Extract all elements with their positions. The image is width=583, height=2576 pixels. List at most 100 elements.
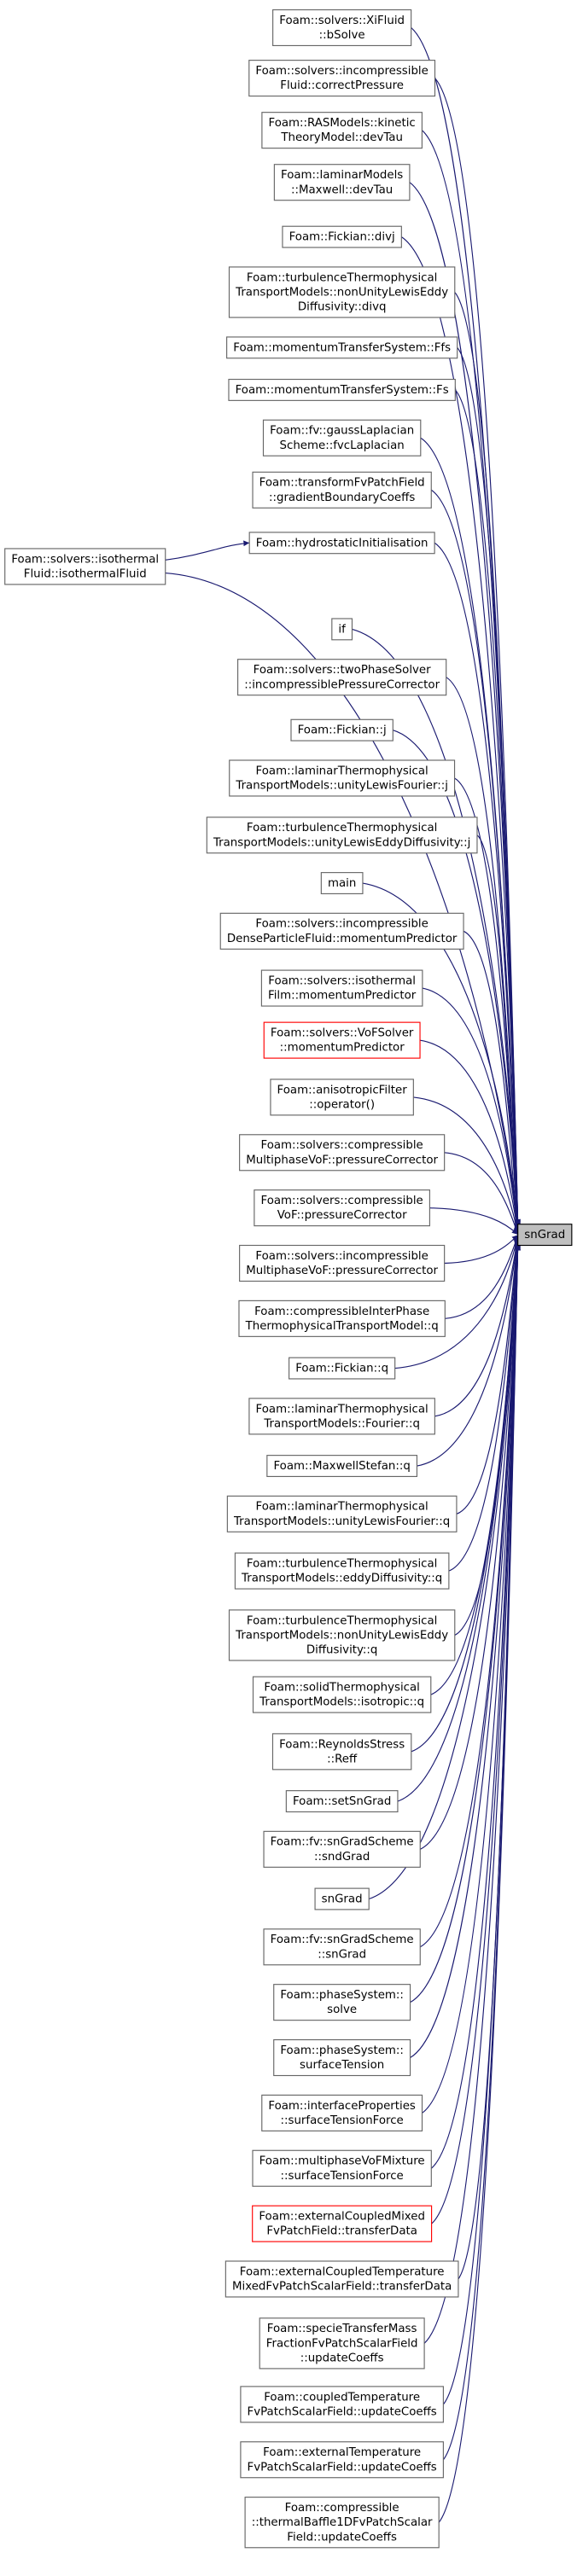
node-label: Foam::solvers::incompressible <box>255 65 428 78</box>
caller-node[interactable]: Foam::fv::snGradScheme::snGrad <box>263 1928 421 1966</box>
caller-node[interactable]: Foam::solvers::compressibleMultiphaseVoF… <box>239 1134 446 1172</box>
node-box <box>244 2497 440 2549</box>
caller-node[interactable]: Foam::transformFvPatchField::gradientBou… <box>252 471 432 509</box>
caller-node[interactable]: Foam::laminarThermophysicalTransportMode… <box>248 1398 435 1435</box>
caller-node[interactable]: Foam::momentumTransferSystem::Fs <box>228 378 456 401</box>
caller-node[interactable]: Foam::multiphaseVoFMixture::surfaceTensi… <box>252 2149 432 2187</box>
caller-node[interactable]: Foam::compressible::thermalBaffle1DFvPat… <box>244 2497 440 2549</box>
caller-node[interactable]: Foam::solvers::VoFSolver::momentumPredic… <box>263 1021 421 1059</box>
caller-node[interactable]: Foam::laminarModels::Maxwell::devTau <box>273 164 411 201</box>
caller-node[interactable]: Foam::laminarThermophysicalTransportMode… <box>226 1495 458 1532</box>
caller-node[interactable]: Foam::phaseSystem::surfaceTension <box>273 2038 411 2077</box>
call-edge <box>165 540 250 561</box>
caller-node[interactable]: if <box>331 618 353 641</box>
node-box <box>224 2260 459 2298</box>
caller-node[interactable]: main <box>320 872 364 894</box>
caller-node[interactable]: Foam::hydrostaticInitialisation <box>248 532 435 555</box>
node-label: Foam::solvers::twoPhaseSolver <box>254 664 431 677</box>
node-box <box>234 1552 450 1590</box>
node-label: VoF::pressureCorrector <box>277 1209 407 1222</box>
source-node[interactable]: Foam::solvers::isothermalFluid::isotherm… <box>4 548 166 585</box>
node-label: main <box>328 877 356 890</box>
node-box <box>314 1887 370 1910</box>
caller-node[interactable]: Foam::externalCoupledTemperatureMixedFvP… <box>224 2260 459 2298</box>
caller-node[interactable]: Foam::externalCoupledMixedFvPatchField::… <box>252 2205 433 2242</box>
caller-node[interactable]: Foam::solvers::incompressibleMultiphaseV… <box>239 1244 446 1282</box>
caller-node[interactable]: snGrad <box>314 1887 370 1910</box>
caller-node[interactable]: Foam::solvers::incompressibleFluid::corr… <box>248 60 436 97</box>
node-label: Foam::momentumTransferSystem::Ffs <box>233 341 451 354</box>
node-box <box>248 60 436 97</box>
node-label: Foam::solvers::isothermal <box>268 974 416 987</box>
node-box <box>228 1609 456 1661</box>
caller-node[interactable]: Foam::fv::gaussLaplacianScheme::fvcLapla… <box>262 419 422 456</box>
target-node[interactable]: snGrad <box>517 1224 573 1247</box>
node-box <box>263 1021 421 1059</box>
node-box <box>239 1134 446 1172</box>
node-box <box>261 112 423 149</box>
call-edge <box>397 1239 521 1802</box>
call-edge <box>419 1241 521 1948</box>
caller-node[interactable]: Foam::setSnGrad <box>285 1790 399 1813</box>
caller-node[interactable]: Foam::momentumTransferSystem::Ffs <box>226 336 458 359</box>
caller-node[interactable]: Foam::phaseSystem::solve <box>273 1984 411 2021</box>
caller-node[interactable]: Foam::turbulenceThermophysicalTransportM… <box>206 817 478 854</box>
caller-node[interactable]: Foam::ReynoldsStress::Reff <box>271 1733 412 1771</box>
node-label: Foam::Fickian::j <box>298 724 387 737</box>
node-label: ::thermalBaffle1DFvPatchScalar <box>252 2516 433 2529</box>
node-label: Foam::MaxwellStefan::q <box>273 1460 410 1473</box>
node-label: ::sndGrad <box>314 1851 370 1864</box>
caller-node[interactable]: Foam::MaxwellStefan::q <box>266 1455 418 1477</box>
caller-node[interactable]: Foam::solidThermophysicalTransportModels… <box>252 1676 432 1713</box>
node-label: Foam::interfaceProperties <box>268 2100 416 2113</box>
caller-node[interactable]: Foam::solvers::twoPhaseSolver::incompres… <box>237 659 447 696</box>
caller-node[interactable]: Foam::Fickian::q <box>289 1357 396 1380</box>
node-label: Foam::turbulenceThermophysical <box>247 1557 437 1570</box>
node-label: TheoryModel::devTau <box>280 131 403 144</box>
caller-node[interactable]: Foam::Fickian::j <box>290 718 394 741</box>
caller-node[interactable]: Foam::solvers::XiFluid::bSolve <box>272 9 412 47</box>
caller-node[interactable]: Foam::turbulenceThermophysicalTransportM… <box>234 1552 450 1590</box>
node-label: Diffusivity::q <box>306 1644 378 1657</box>
node-label: snGrad <box>524 1229 565 1241</box>
node-box <box>248 532 435 555</box>
node-label: ThermophysicalTransportModel::q <box>245 1320 439 1333</box>
caller-node[interactable]: Foam::Fickian::divj <box>282 225 402 248</box>
call-edge <box>454 389 521 1228</box>
caller-node[interactable]: Foam::solvers::compressibleVoF::pressure… <box>254 1189 430 1227</box>
node-box <box>229 759 456 797</box>
node-label: ::bSolve <box>319 29 365 42</box>
caller-node[interactable]: Foam::RASModels::kineticTheoryModel::dev… <box>261 112 423 149</box>
caller-node[interactable]: Foam::compressibleInterPhaseThermophysic… <box>238 1300 446 1337</box>
caller-node[interactable]: Foam::turbulenceThermophysicalTransportM… <box>228 1609 456 1661</box>
call-edge <box>422 987 521 1233</box>
node-label: Foam::solvers::incompressible <box>255 1250 428 1263</box>
node-label: Foam::setSnGrad <box>293 1795 391 1808</box>
node-box <box>228 266 456 318</box>
caller-node[interactable]: Foam::specieTransferMassFractionFvPatchS… <box>259 2317 425 2370</box>
caller-node[interactable]: Foam::anisotropicFilter::operator() <box>270 1079 414 1116</box>
node-box <box>290 718 394 741</box>
node-box <box>226 1495 458 1532</box>
call-edge <box>463 930 521 1233</box>
node-label: FvPatchScalarField::updateCoeffs <box>248 2461 437 2474</box>
node-box <box>263 1928 421 1966</box>
caller-node[interactable]: Foam::externalTemperatureFvPatchScalarFi… <box>240 2441 444 2479</box>
call-edge <box>446 677 521 1230</box>
caller-node[interactable]: Foam::solvers::isothermalFilm::momentumP… <box>260 969 423 1007</box>
node-label: Foam::turbulenceThermophysical <box>247 271 437 284</box>
node-label: Foam::compressibleInterPhase <box>254 1305 429 1318</box>
caller-node[interactable]: Foam::fv::snGradScheme::sndGrad <box>263 1830 421 1868</box>
call-edge <box>362 882 521 1232</box>
caller-node[interactable]: Foam::interfaceProperties::surfaceTensio… <box>261 2094 423 2131</box>
call-edge <box>434 1236 521 1417</box>
call-edge <box>429 1207 519 1236</box>
node-label: TransportModels::Fourier::q <box>263 1417 420 1430</box>
node-label: TransportModels::unityLewisFourier::q <box>233 1515 450 1528</box>
caller-node[interactable]: Foam::solvers::incompressibleDensePartic… <box>219 912 464 950</box>
caller-node[interactable]: Foam::turbulenceThermophysicalTransportM… <box>228 266 456 318</box>
caller-node[interactable]: Foam::coupledTemperatureFvPatchScalarFie… <box>240 2386 444 2423</box>
node-label: ::surfaceTensionForce <box>281 2170 404 2183</box>
caller-node[interactable]: Foam::laminarThermophysicalTransportMode… <box>229 759 456 797</box>
node-label: Foam::turbulenceThermophysical <box>247 822 437 834</box>
